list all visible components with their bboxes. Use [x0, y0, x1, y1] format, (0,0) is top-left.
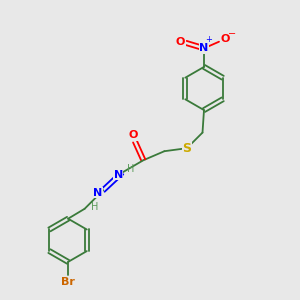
Text: H: H	[127, 164, 134, 174]
Text: Br: Br	[61, 277, 75, 287]
Text: N: N	[200, 43, 208, 53]
Text: N: N	[114, 170, 123, 180]
Text: O: O	[129, 130, 138, 140]
Text: +: +	[205, 35, 212, 44]
Text: H: H	[91, 202, 98, 212]
Text: O: O	[220, 34, 230, 44]
Text: N: N	[93, 188, 102, 198]
Text: −: −	[227, 29, 236, 39]
Text: S: S	[182, 142, 191, 155]
Text: O: O	[176, 37, 185, 47]
